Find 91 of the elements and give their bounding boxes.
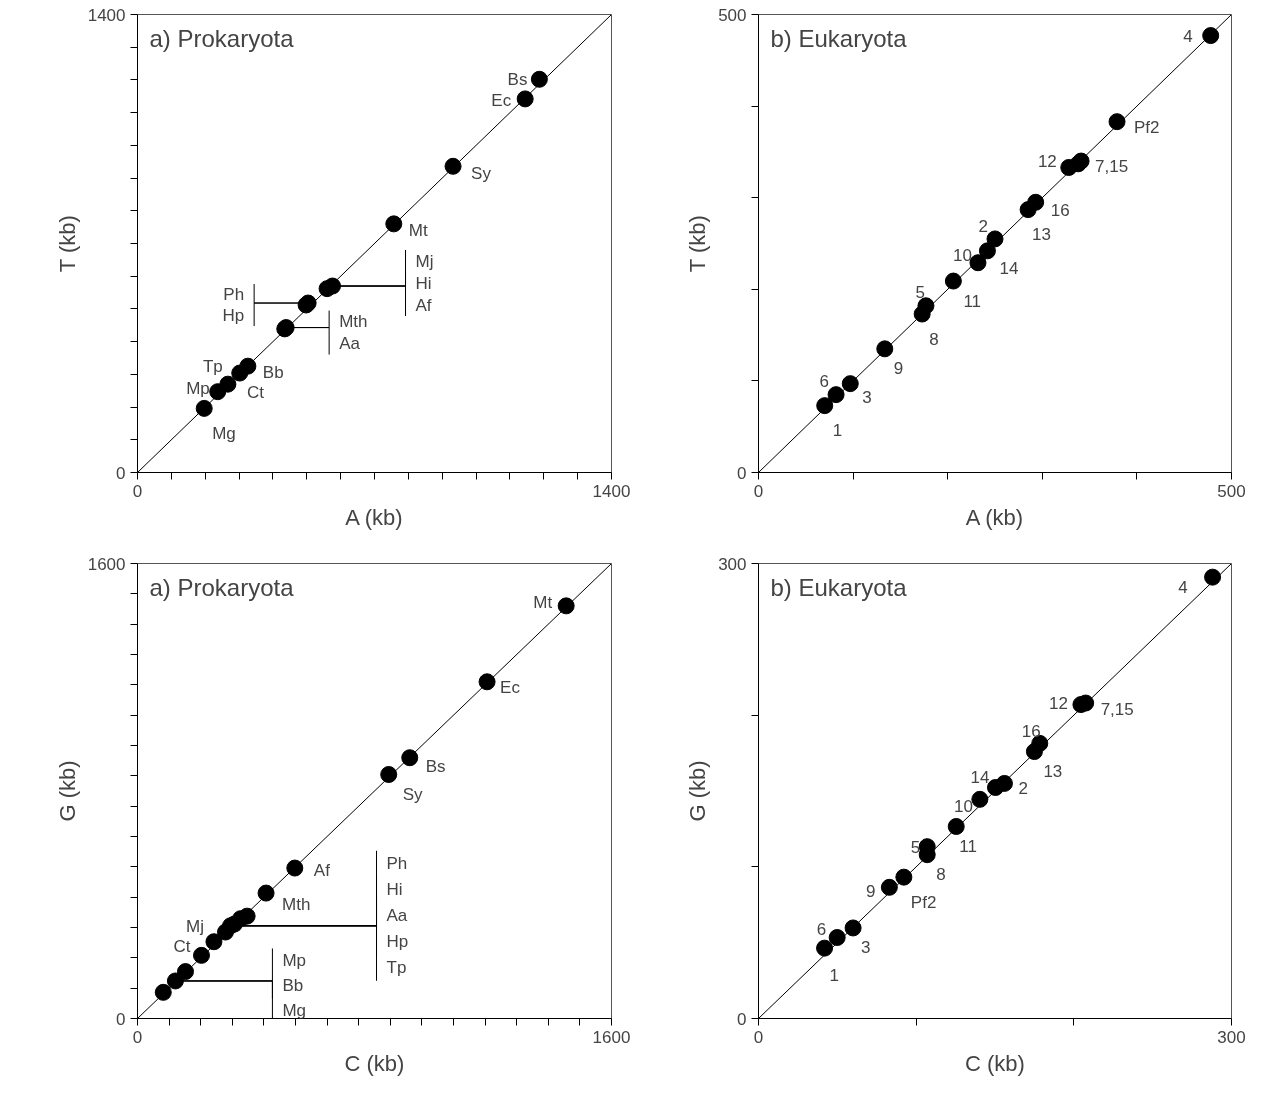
x-axis-title: C (kb) (965, 1050, 1025, 1076)
x-tick-label: 0 (132, 1027, 143, 1047)
annotation: Tp (202, 356, 223, 376)
annotation: Mth (339, 312, 368, 332)
annotation: 11 (959, 837, 977, 857)
y-tick-label: 1600 (87, 554, 126, 574)
x-axis-title: A (kb) (965, 504, 1024, 530)
x-tick-label: 0 (753, 481, 764, 501)
y-tick-label: 0 (116, 463, 126, 483)
annotation: Bb (282, 976, 304, 996)
annotation: Af (313, 860, 331, 880)
annotation: 14 (970, 767, 990, 787)
annotation: 3 (862, 387, 872, 407)
annotation: Aa (339, 334, 361, 354)
annotation: Aa (386, 906, 408, 926)
annotation: Mth (282, 894, 311, 914)
annotation: 9 (893, 358, 904, 378)
annotation: Mj (185, 917, 204, 937)
x-tick-label: 1600 (592, 1027, 631, 1047)
annotation: 9 (865, 882, 876, 902)
annotation: 1 (832, 420, 843, 440)
chart-title: a) Prokaryota (149, 573, 295, 601)
y-tick-label: 1400 (87, 5, 126, 25)
annotation: 5 (915, 282, 925, 302)
annotation: 10 (953, 797, 973, 817)
chart-title: b) Eukaryota (770, 24, 908, 52)
annotation: Ph (386, 854, 408, 874)
x-tick-label: 0 (132, 481, 143, 501)
annotation: Tp (386, 958, 407, 978)
annotation: 2 (1018, 779, 1028, 799)
chart-title: a) Prokaryota (149, 24, 295, 52)
annotation: 7,15 (1095, 157, 1129, 177)
annotation: 13 (1043, 761, 1063, 781)
annotation: 8 (936, 864, 946, 884)
annotation: Bb (262, 362, 284, 382)
annotation: 4 (1183, 26, 1193, 46)
annotation: Mp (186, 379, 210, 399)
annotation: 6 (819, 371, 830, 391)
x-tick-label: 1400 (592, 481, 631, 501)
y-axis-title: G (kb) (685, 760, 711, 822)
annotation: Pf2 (1134, 118, 1160, 138)
annotation: Mj (415, 251, 434, 271)
x-axis-title: C (kb) (344, 1050, 405, 1076)
y-tick-label: 500 (718, 5, 747, 25)
x-tick-label: 0 (753, 1027, 764, 1047)
annotation: Bs (425, 757, 446, 777)
annotation: 12 (1049, 693, 1068, 713)
annotation: Mt (533, 593, 553, 613)
y-tick-label: 0 (116, 1009, 126, 1029)
annotation: Ct (246, 382, 265, 402)
annotation: Af (415, 295, 432, 315)
annotation: Mt (408, 221, 428, 241)
annotation: 2 (978, 216, 989, 236)
annotation: Bs (507, 69, 528, 89)
annotation: Ct (173, 936, 191, 956)
annotation: Hi (386, 880, 403, 900)
annotation: 6 (816, 919, 827, 939)
y-axis-title: T (kb) (685, 215, 711, 273)
annotation: 8 (929, 330, 939, 350)
annotation: Ph (223, 285, 245, 305)
annotation: 13 (1032, 224, 1052, 244)
y-tick-label: 0 (737, 463, 747, 483)
annotation: Pf2 (910, 892, 937, 912)
annotation: 7,15 (1100, 700, 1134, 720)
x-axis-title: A (kb) (345, 504, 403, 530)
annotation: 16 (1021, 722, 1041, 742)
annotation: 16 (1050, 201, 1070, 221)
annotation: 14 (999, 258, 1019, 278)
y-tick-label: 0 (737, 1009, 747, 1029)
y-axis-title: G (kb) (54, 760, 80, 822)
annotation: 10 (953, 245, 972, 265)
annotation: Sy (471, 163, 492, 183)
annotation: Hp (222, 306, 245, 326)
annotation: Mp (282, 951, 307, 971)
annotation: Hp (386, 932, 409, 952)
annotation: Hi (415, 273, 432, 293)
annotation: 3 (861, 937, 871, 957)
annotation: Ec (500, 678, 521, 698)
annotation: Sy (402, 785, 424, 805)
annotation: 12 (1037, 152, 1057, 172)
x-tick-label: 300 (1217, 1027, 1246, 1047)
annotation: Mg (212, 423, 236, 443)
x-tick-label: 500 (1217, 481, 1246, 501)
annotation: 5 (910, 837, 921, 857)
annotation: 1 (829, 966, 840, 986)
annotation: Ec (491, 91, 512, 111)
chart-title: b) Eukaryota (770, 573, 908, 601)
y-axis-title: T (kb) (54, 215, 80, 273)
annotation: 11 (963, 292, 982, 312)
annotation: 4 (1178, 578, 1188, 598)
y-tick-label: 300 (718, 554, 747, 574)
